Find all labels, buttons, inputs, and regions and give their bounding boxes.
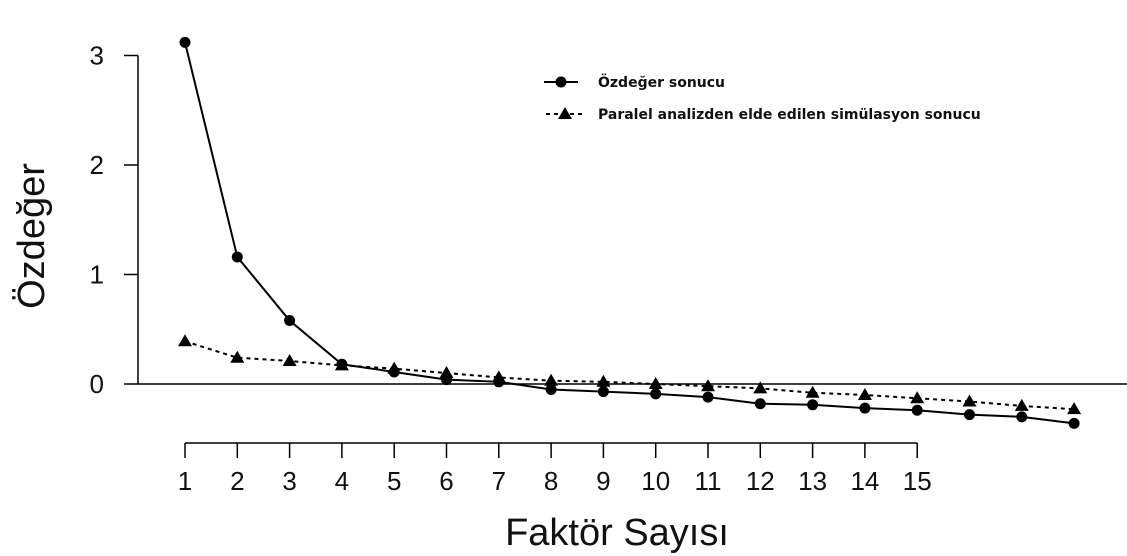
x-tick-label: 10 [641, 466, 670, 496]
x-tick-label: 7 [492, 466, 506, 496]
x-tick-label: 2 [230, 466, 244, 496]
data-point-simulation [230, 350, 245, 363]
legend-label-eigenvalue: Özdeğer sonucu [598, 73, 725, 91]
data-point-eigenvalue [284, 314, 296, 326]
series-layer [178, 36, 1082, 429]
legend: Özdeğer sonucu Paralel analizden elde ed… [544, 73, 981, 123]
x-tick-label: 14 [850, 466, 879, 496]
data-point-simulation [544, 373, 559, 386]
series-line-simulation [184, 340, 1075, 411]
y-tick-label: 0 [90, 369, 104, 399]
data-point-eigenvalue [650, 388, 662, 400]
data-point-eigenvalue [1016, 411, 1028, 423]
data-point-simulation [491, 370, 506, 383]
data-point-simulation [857, 387, 872, 400]
x-tick-label: 3 [282, 466, 296, 496]
data-point-simulation [439, 366, 454, 379]
data-point-eigenvalue [754, 398, 766, 410]
data-point-simulation [1067, 402, 1082, 415]
data-point-simulation [178, 334, 192, 347]
y-tick-label: 3 [90, 41, 104, 71]
data-point-eigenvalue [911, 404, 923, 416]
data-point-simulation [334, 358, 349, 371]
x-tick-label: 6 [439, 466, 453, 496]
data-point-eigenvalue [702, 391, 714, 403]
x-tick-label: 5 [387, 466, 401, 496]
data-point-simulation [910, 391, 925, 404]
data-point-eigenvalue [545, 383, 557, 395]
x-tick-label: 13 [798, 466, 827, 496]
y-axis: 0 1 2 3 [90, 41, 1127, 399]
x-tick-label: 1 [178, 466, 192, 496]
data-point-simulation [648, 377, 663, 389]
data-point-eigenvalue [231, 251, 243, 263]
y-tick-label: 2 [90, 150, 104, 180]
data-point-eigenvalue [179, 36, 191, 48]
x-tick-label: 11 [695, 466, 722, 496]
data-point-simulation [962, 394, 977, 407]
x-axis: 1 2 3 4 5 6 7 8 9 10 11 12 13 14 15 [178, 442, 932, 496]
x-tick-label: 15 [903, 466, 932, 496]
data-point-simulation [596, 374, 611, 387]
data-point-eigenvalue [859, 402, 871, 414]
data-point-eigenvalue [597, 386, 609, 398]
x-tick-label: 8 [544, 466, 558, 496]
data-point-simulation [387, 361, 402, 374]
data-point-eigenvalue [964, 409, 975, 421]
series-line-eigenvalue [184, 42, 1075, 425]
data-point-simulation [1014, 398, 1029, 411]
data-point-eigenvalue [807, 399, 819, 411]
x-tick-label: 12 [746, 466, 775, 496]
data-point-simulation [805, 385, 820, 398]
x-tick-label: 9 [596, 466, 610, 496]
data-point-simulation [701, 379, 715, 392]
y-axis-title: Özdeğer [11, 163, 53, 309]
y-tick-label: 1 [90, 260, 104, 290]
x-axis-title: Faktör Sayısı [505, 512, 729, 554]
data-point-simulation [753, 381, 768, 394]
legend-marker-eigenvalue [555, 76, 567, 88]
legend-label-simulation: Paralel analizden elde edilen simülasyon… [598, 107, 981, 123]
legend-marker-simulation [558, 107, 572, 119]
data-point-simulation [282, 354, 297, 367]
data-point-eigenvalue [1068, 417, 1080, 429]
x-tick-label: 4 [335, 466, 349, 496]
